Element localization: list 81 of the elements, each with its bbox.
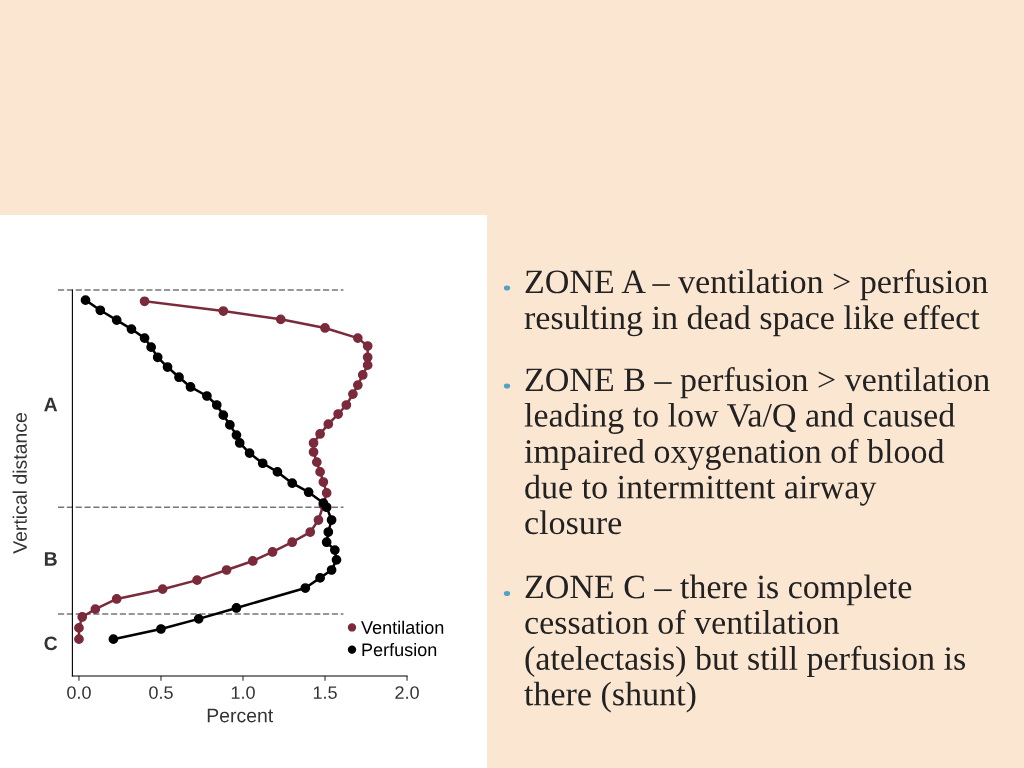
point xyxy=(315,573,325,583)
point xyxy=(244,448,255,458)
point xyxy=(321,537,332,548)
text: B xyxy=(44,552,57,566)
point xyxy=(313,515,324,525)
point xyxy=(156,624,166,634)
point xyxy=(287,478,298,489)
point xyxy=(111,594,122,604)
point xyxy=(321,488,332,498)
point xyxy=(308,438,319,448)
point xyxy=(352,333,363,343)
point xyxy=(146,342,156,352)
point xyxy=(218,306,229,316)
point xyxy=(275,314,286,325)
legend-label: Perfusion xyxy=(362,642,437,657)
point xyxy=(311,457,322,467)
point xyxy=(303,487,314,498)
point xyxy=(315,467,325,477)
point xyxy=(231,430,242,440)
point xyxy=(152,352,163,363)
point xyxy=(333,409,344,419)
point xyxy=(139,296,150,307)
point xyxy=(211,400,222,410)
point xyxy=(323,527,334,537)
point xyxy=(287,537,298,548)
point xyxy=(341,400,352,410)
x-tick-label: 0.0 xyxy=(67,686,91,699)
x-tick-label: 1.0 xyxy=(231,686,255,699)
point xyxy=(300,583,311,593)
text: A xyxy=(44,397,58,412)
point xyxy=(126,324,137,334)
point xyxy=(74,634,84,645)
point xyxy=(318,477,329,487)
point xyxy=(320,323,330,333)
point xyxy=(323,419,334,430)
point xyxy=(267,547,278,557)
point xyxy=(330,545,340,555)
point xyxy=(221,565,232,575)
point xyxy=(77,612,88,622)
point xyxy=(362,341,373,351)
point xyxy=(202,391,212,401)
legend-label: Ventilation xyxy=(361,620,444,634)
x-axis-title: Percent xyxy=(207,708,274,723)
point xyxy=(218,410,229,421)
point xyxy=(193,614,204,624)
point xyxy=(305,527,316,537)
point xyxy=(139,333,150,343)
text: C xyxy=(44,636,58,651)
point xyxy=(331,554,342,565)
point xyxy=(357,370,368,380)
point xyxy=(108,634,119,645)
point xyxy=(231,603,242,613)
point xyxy=(80,295,91,306)
x-tick-label: 1.5 xyxy=(313,686,337,699)
point xyxy=(315,429,325,439)
point xyxy=(348,389,358,399)
point xyxy=(326,565,337,575)
point xyxy=(308,447,319,457)
point xyxy=(352,380,363,390)
point xyxy=(90,604,101,614)
text: ZONE B – perfusion > ventilation leading to low Va/Q and caused impaired oxygenation of blood due to intermittent airway closure xyxy=(524,367,990,535)
x-tick-label: 0.5 xyxy=(149,686,173,699)
point xyxy=(157,584,168,595)
text: ZONE A – ventilation > perfusion resulting in dead space like effect xyxy=(524,269,988,337)
x-tick-label: 2.0 xyxy=(395,686,419,699)
point xyxy=(95,305,106,316)
point xyxy=(174,372,184,383)
text: ZONE C – there is complete cessation of ventilation (atelectasis) but still perfusion is there (shunt) xyxy=(524,574,966,713)
y-axis-title: Vertical distance xyxy=(12,413,27,554)
point xyxy=(257,458,268,469)
point xyxy=(247,556,258,566)
point xyxy=(162,362,173,372)
point xyxy=(234,438,245,448)
point xyxy=(326,515,337,525)
point xyxy=(192,575,202,586)
point xyxy=(225,420,235,430)
point xyxy=(362,360,373,371)
point xyxy=(272,467,283,477)
point xyxy=(185,382,196,392)
point xyxy=(74,623,84,633)
point xyxy=(111,315,122,325)
